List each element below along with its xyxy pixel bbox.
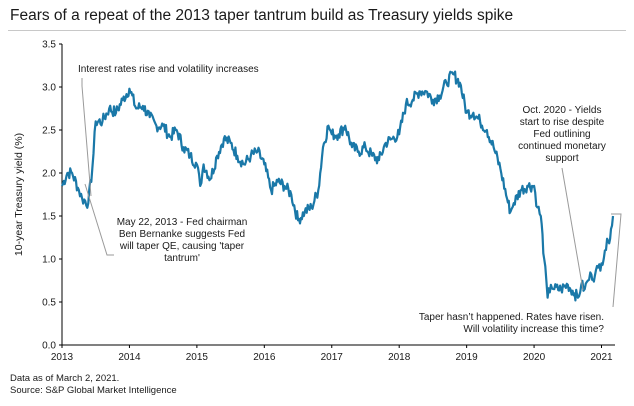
y-tick-label: 0.0 xyxy=(42,341,56,352)
x-tick-label: 2020 xyxy=(523,352,546,363)
annotation-oct-2020: support xyxy=(545,153,579,164)
y-tick-label: 3.5 xyxy=(42,40,56,51)
x-tick-label: 2019 xyxy=(456,352,479,363)
annotation-taper-tantrum: tantrum' xyxy=(164,253,200,264)
x-tick-label: 2014 xyxy=(118,352,141,363)
annotation-oct-2020: continued monetary xyxy=(518,141,606,152)
x-tick-label: 2018 xyxy=(388,352,411,363)
x-tick-label: 2016 xyxy=(253,352,276,363)
yield-series-line xyxy=(60,70,615,302)
annotation-leader xyxy=(84,183,114,256)
x-tick-label: 2017 xyxy=(321,352,344,363)
source-note: Source: S&P Global Market Intelligence xyxy=(10,385,177,396)
annotation-taper-risen: Will volatility increase this time? xyxy=(463,324,604,335)
y-tick-label: 2.5 xyxy=(42,126,56,137)
annotation-rates-rise: Interest rates rise and volatility incre… xyxy=(78,64,259,75)
x-tick-label: 2013 xyxy=(51,352,74,363)
annotation-oct-2020: start to rise despite xyxy=(520,117,605,128)
y-tick-label: 1.0 xyxy=(42,255,56,266)
data-note: Data as of March 2, 2021. xyxy=(10,373,120,384)
y-tick-label: 3.0 xyxy=(42,83,56,94)
annotation-taper-tantrum: will taper QE, causing 'taper xyxy=(119,241,245,252)
annotation-taper-tantrum: Ben Bernanke suggests Fed xyxy=(119,229,245,240)
x-tick-label: 2021 xyxy=(590,352,613,363)
y-tick-label: 2.0 xyxy=(42,169,56,180)
x-tick-label: 2015 xyxy=(186,352,209,363)
title-divider xyxy=(8,30,626,31)
annotation-leader xyxy=(561,167,584,291)
annotation-taper-risen: Taper hasn’t happened. Rates have risen. xyxy=(419,312,604,323)
annotation-leader xyxy=(611,213,622,308)
y-axis-label: 10-year Treasury yield (%) xyxy=(13,133,25,256)
y-tick-label: 1.5 xyxy=(42,212,56,223)
y-tick-label: 0.5 xyxy=(42,298,56,309)
chart-title: Fears of a repeat of the 2013 taper tant… xyxy=(10,7,514,24)
annotation-leader xyxy=(81,78,92,197)
annotation-taper-tantrum: May 22, 2013 - Fed chairman xyxy=(117,217,248,228)
annotation-oct-2020: Oct. 2020 - Yields xyxy=(523,105,602,116)
annotation-oct-2020: Fed outlining xyxy=(533,129,590,140)
